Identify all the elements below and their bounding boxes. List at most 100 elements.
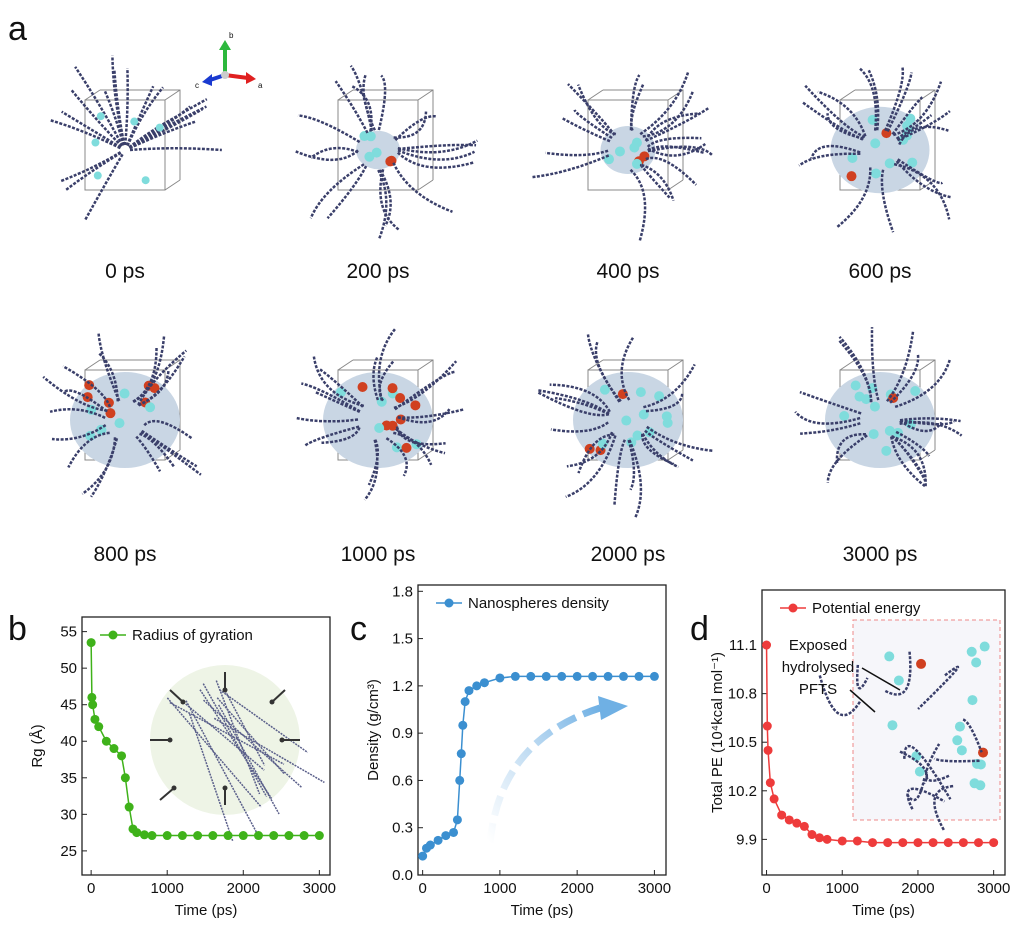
arrow-head	[269, 699, 275, 705]
y-tick-label: 55	[60, 624, 77, 641]
chain	[646, 425, 713, 453]
data-point	[314, 831, 324, 841]
data-point	[101, 736, 111, 746]
chain	[639, 163, 671, 199]
chain	[858, 67, 878, 131]
bead-cluster	[635, 387, 646, 398]
data-point	[456, 749, 466, 759]
chain	[169, 701, 285, 765]
plot-frame	[417, 584, 667, 876]
annotation-arrow	[849, 689, 876, 713]
chain	[630, 83, 645, 132]
chain	[933, 757, 980, 763]
molecule-snapshot	[794, 327, 963, 488]
bead-cluster	[130, 117, 139, 126]
chain	[132, 347, 158, 403]
data-point	[90, 714, 100, 724]
arrow-head	[279, 737, 285, 743]
chain	[549, 383, 611, 413]
chain	[216, 697, 286, 775]
chain	[645, 156, 698, 186]
chain	[65, 151, 122, 191]
data-point	[472, 681, 482, 691]
data-point	[807, 830, 817, 840]
chain	[899, 417, 961, 423]
y-tick-label: 10.2	[728, 783, 757, 800]
data-point	[299, 831, 309, 841]
chain	[62, 365, 112, 408]
molecule-snapshot	[537, 334, 713, 519]
inset-d	[818, 619, 1001, 831]
data-point	[208, 831, 218, 841]
chain	[537, 391, 610, 417]
chain	[188, 713, 234, 842]
snapshot-label: 2000 ps	[591, 543, 666, 566]
data-point	[762, 721, 772, 731]
chain	[567, 83, 616, 136]
chain	[321, 426, 361, 444]
chain	[620, 337, 635, 401]
data-point	[452, 815, 462, 825]
bead-cluster	[387, 383, 398, 394]
bead-cluster	[868, 429, 879, 440]
chain	[867, 69, 880, 131]
x-tick-label: 3000	[977, 880, 1010, 897]
data-point	[634, 671, 644, 681]
data-point	[815, 833, 825, 843]
legend-marker	[788, 603, 798, 613]
chain	[385, 437, 408, 477]
chain	[566, 431, 614, 468]
chain	[903, 744, 952, 800]
x-tick-label: 3000	[303, 880, 336, 897]
data-point	[649, 671, 659, 681]
data-point	[94, 722, 104, 732]
bead-cluster	[654, 391, 665, 402]
bead-cluster	[867, 114, 878, 125]
chain	[137, 369, 170, 407]
chain	[644, 429, 694, 462]
x-tick-label: 1000	[483, 880, 516, 897]
chain	[129, 147, 222, 152]
chain	[884, 650, 912, 696]
data-point	[799, 821, 809, 831]
chain	[372, 355, 380, 401]
chain	[394, 114, 438, 142]
chain	[301, 382, 361, 413]
bead-cluster	[374, 422, 385, 433]
chain	[123, 68, 129, 146]
bead-cluster	[881, 445, 892, 456]
inset-b	[150, 665, 325, 842]
chain	[97, 332, 121, 402]
chain	[629, 168, 647, 242]
bead-cluster	[966, 646, 977, 657]
y-tick-label: 0.3	[392, 820, 413, 837]
bead-cluster	[870, 138, 881, 149]
bead-cluster	[155, 123, 164, 132]
chain	[393, 111, 428, 139]
chain	[804, 84, 866, 139]
bead-cluster	[979, 641, 990, 652]
chain	[304, 425, 360, 447]
data-point	[460, 697, 470, 707]
trend-arrow	[486, 696, 628, 844]
data-point	[495, 673, 505, 683]
data-point	[162, 831, 172, 841]
chain	[645, 393, 684, 413]
chain	[884, 66, 905, 132]
chain	[397, 139, 478, 154]
triad-label: a	[258, 81, 263, 90]
bead-cluster	[869, 401, 880, 412]
chain	[856, 664, 869, 690]
chain	[326, 165, 368, 220]
x-tick-label: 3000	[638, 880, 671, 897]
bead-cluster	[884, 158, 895, 169]
data-point	[88, 700, 98, 710]
chain	[810, 144, 861, 159]
snapshot-label: 600 ps	[848, 260, 911, 283]
data-point	[253, 831, 263, 841]
bead-cluster	[371, 147, 382, 158]
chain	[917, 665, 960, 710]
bead-cluster	[357, 381, 368, 392]
chain	[531, 154, 610, 179]
